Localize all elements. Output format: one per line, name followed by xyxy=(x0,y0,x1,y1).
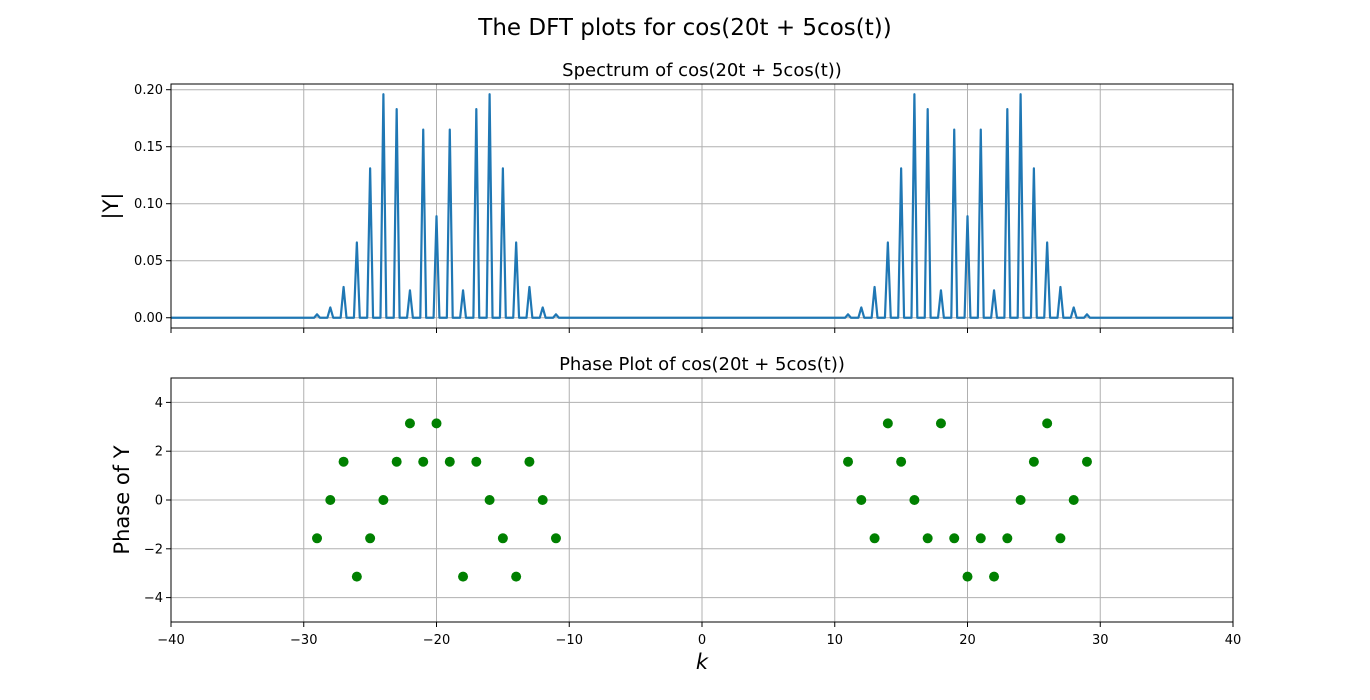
phase-point-12 xyxy=(471,456,482,467)
phase-point-22 xyxy=(882,418,893,429)
spectrum-ytick-label-2: 0.10 xyxy=(134,197,163,212)
phase-xtick-label-1: −30 xyxy=(290,633,317,648)
phase-point-19 xyxy=(843,456,854,467)
phase-ytick-label-2: 0 xyxy=(155,494,163,509)
phase-ytick-label-4: 4 xyxy=(155,396,163,411)
phase-ytick-label-1: −2 xyxy=(144,542,163,557)
spectrum-grid xyxy=(170,84,1234,328)
spectrum-frame xyxy=(170,83,1234,329)
phase-frame xyxy=(170,377,1234,623)
phase-point-20 xyxy=(856,495,867,505)
phase-point-16 xyxy=(524,456,535,467)
phase-point-21 xyxy=(869,533,880,544)
phase-point-0 xyxy=(312,533,323,544)
phase-points xyxy=(312,418,1092,582)
figure-suptitle: The DFT plots for cos(20t + 5cos(t)) xyxy=(477,15,891,41)
phase-ytick-label-3: 2 xyxy=(155,445,163,460)
phase-point-25 xyxy=(922,533,933,544)
phase-point-27 xyxy=(949,533,960,544)
phase-point-24 xyxy=(909,495,920,505)
phase-xlabel: k xyxy=(696,650,709,674)
phase-point-15 xyxy=(511,571,522,582)
phase-point-23 xyxy=(896,456,907,467)
phase-xtick-label-7: 30 xyxy=(1092,633,1109,648)
spectrum-ylabel: |Y| xyxy=(99,193,124,220)
phase-xtick-label-4: 0 xyxy=(698,633,706,648)
phase-point-8 xyxy=(418,456,429,467)
phase-point-4 xyxy=(365,533,376,544)
phase-point-9 xyxy=(431,418,442,429)
phase-xtick-label-2: −20 xyxy=(423,633,450,648)
phase-point-33 xyxy=(1028,456,1039,467)
phase-point-30 xyxy=(989,571,1000,582)
spectrum-ytick-label-0: 0.00 xyxy=(134,311,163,326)
phase-point-2 xyxy=(338,456,349,467)
phase-point-7 xyxy=(404,418,415,429)
phase-point-18 xyxy=(550,533,561,544)
phase-point-5 xyxy=(378,495,389,505)
phase-point-14 xyxy=(497,533,508,544)
phase-point-6 xyxy=(391,456,402,467)
phase-point-34 xyxy=(1042,418,1053,429)
phase-xtick-label-5: 10 xyxy=(826,633,843,648)
phase-point-36 xyxy=(1068,495,1079,505)
phase-ytick-label-0: −4 xyxy=(144,591,163,606)
phase-xtick-label-6: 20 xyxy=(959,633,976,648)
phase-point-35 xyxy=(1055,533,1066,544)
phase-xtick-label-3: −10 xyxy=(556,633,583,648)
phase-point-31 xyxy=(1002,533,1013,544)
phase-xtick-label-8: 40 xyxy=(1225,633,1242,648)
spectrum-ytick-label-1: 0.05 xyxy=(134,254,163,269)
phase-point-11 xyxy=(458,571,469,582)
phase-point-13 xyxy=(484,495,495,505)
phase-point-32 xyxy=(1015,495,1026,505)
phase-point-26 xyxy=(935,418,946,429)
phase-point-17 xyxy=(537,495,548,505)
phase-xtick-label-0: −40 xyxy=(157,633,184,648)
spectrum-title: Spectrum of cos(20t + 5cos(t)) xyxy=(562,60,842,81)
phase-ylabel: Phase of Y xyxy=(110,445,134,554)
spectrum-ytick-label-4: 0.20 xyxy=(134,83,163,98)
phase-point-28 xyxy=(962,571,973,582)
spectrum-ticks: 0.00 0.05 0.10 0.15 0.20 xyxy=(134,83,1234,333)
spectrum-line xyxy=(171,93,1233,319)
phase-point-29 xyxy=(975,533,986,544)
phase-point-3 xyxy=(351,571,362,582)
phase-point-10 xyxy=(444,456,455,467)
phase-title: Phase Plot of cos(20t + 5cos(t)) xyxy=(559,354,845,375)
phase-point-37 xyxy=(1081,456,1092,467)
spectrum-axes: Spectrum of cos(20t + 5cos(t)) 0.000.050… xyxy=(99,60,1234,333)
phase-axes: Phase Plot of cos(20t + 5cos(t)) −40 −30−… xyxy=(110,354,1241,674)
phase-point-1 xyxy=(325,495,336,505)
spectrum-ytick-label-3: 0.15 xyxy=(134,140,163,155)
